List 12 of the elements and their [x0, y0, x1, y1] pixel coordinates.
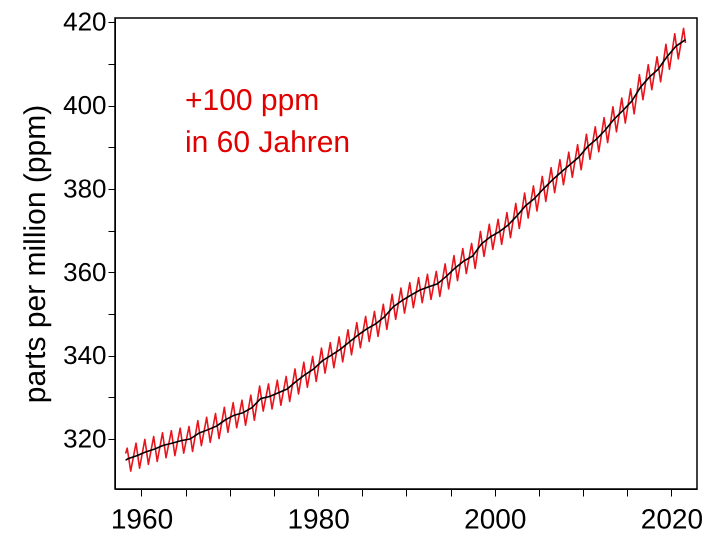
y-tick-label: 320	[63, 423, 106, 454]
y-tick-label: 400	[63, 90, 106, 120]
y-axis-title: parts per million (ppm)	[19, 104, 52, 404]
x-tick-label: 2020	[640, 504, 704, 534]
x-tick-label: 1980	[287, 504, 350, 534]
annotation: +100 ppm in 60 Jahren	[185, 84, 350, 159]
x-tick-label: 1960	[110, 504, 174, 534]
y-tick-label: 420	[63, 6, 106, 37]
y-tick-label: 380	[63, 173, 106, 204]
y-tick-label: 360	[63, 256, 106, 287]
y-tick-label: 340	[63, 340, 106, 370]
x-tick-label: 2000	[464, 504, 526, 534]
